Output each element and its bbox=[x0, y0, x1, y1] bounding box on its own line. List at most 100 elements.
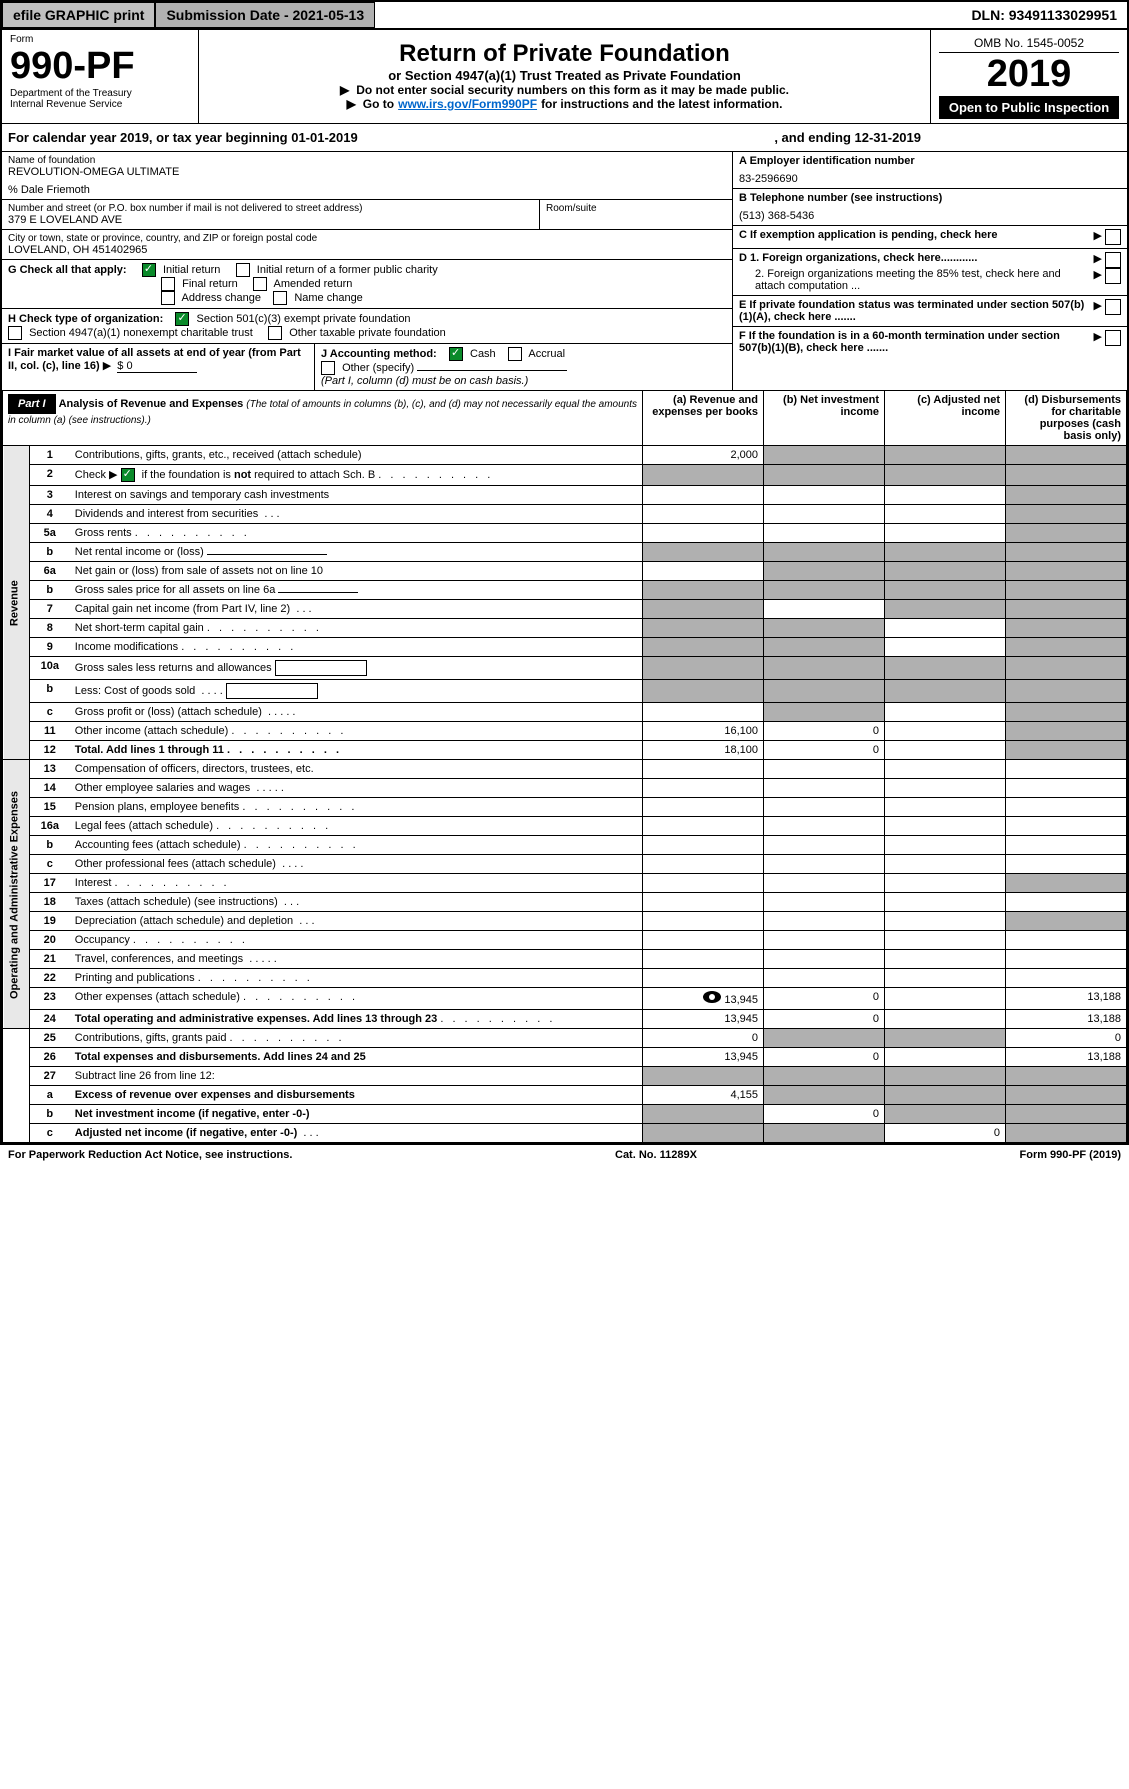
checkbox-address-change[interactable] bbox=[161, 291, 175, 305]
header-right: OMB No. 1545-0052 2019 Open to Public In… bbox=[931, 30, 1127, 123]
checkbox-60month-termination[interactable] bbox=[1105, 330, 1121, 346]
checkbox-initial-former[interactable] bbox=[236, 263, 250, 277]
part1-table: Part I Analysis of Revenue and Expenses … bbox=[2, 390, 1127, 1143]
checkbox-other-taxable[interactable] bbox=[268, 326, 282, 340]
table-row: 20Occupancy bbox=[3, 931, 1127, 950]
header-left: Form 990-PF Department of the Treasury I… bbox=[2, 30, 199, 123]
e-label: E If private foundation status was termi… bbox=[739, 299, 1094, 323]
line-27: Subtract line 26 from line 12: bbox=[70, 1067, 643, 1086]
form-number: 990-PF bbox=[10, 45, 190, 88]
col-d-header: (d) Disbursements for charitable purpose… bbox=[1006, 391, 1127, 446]
phone-value: (513) 368-5436 bbox=[739, 204, 1121, 222]
line-18: Taxes (attach schedule) (see instruction… bbox=[70, 893, 643, 912]
table-row: 3Interest on savings and temporary cash … bbox=[3, 486, 1127, 505]
val-27b: 0 bbox=[764, 1105, 885, 1124]
checkbox-501c3[interactable] bbox=[175, 312, 189, 326]
room-label: Room/suite bbox=[546, 203, 726, 214]
table-row: 23Other expenses (attach schedule) 13,94… bbox=[3, 988, 1127, 1010]
arrow-icon bbox=[1094, 268, 1105, 292]
arrow-icon bbox=[1094, 299, 1105, 323]
val-12b: 0 bbox=[764, 741, 885, 760]
table-row: 4Dividends and interest from securities … bbox=[3, 505, 1127, 524]
checkbox-foreign-org[interactable] bbox=[1105, 252, 1121, 268]
i-value: $ 0 bbox=[117, 360, 197, 373]
table-row: 15Pension plans, employee benefits bbox=[3, 798, 1127, 817]
line-24: Total operating and administrative expen… bbox=[70, 1010, 643, 1029]
attachment-icon[interactable] bbox=[703, 991, 721, 1003]
street-address: 379 E LOVELAND AVE bbox=[8, 214, 533, 226]
checkbox-85pct-test[interactable] bbox=[1105, 268, 1121, 284]
part1-header-row: Part I Analysis of Revenue and Expenses … bbox=[2, 390, 1127, 1143]
val-11b: 0 bbox=[764, 722, 885, 741]
line-16c: Other professional fees (attach schedule… bbox=[70, 855, 643, 874]
table-row: Revenue 1Contributions, gifts, grants, e… bbox=[3, 446, 1127, 465]
phone-label: B Telephone number (see instructions) bbox=[739, 192, 1121, 204]
omb-number: OMB No. 1545-0052 bbox=[939, 34, 1119, 53]
checkbox-4947[interactable] bbox=[8, 326, 22, 340]
val-11a: 16,100 bbox=[643, 722, 764, 741]
checkbox-name-change[interactable] bbox=[273, 291, 287, 305]
val-26b: 0 bbox=[764, 1048, 885, 1067]
checkbox-final-return[interactable] bbox=[161, 277, 175, 291]
checkbox-amended-return[interactable] bbox=[253, 277, 267, 291]
tax-year: 2019 bbox=[939, 53, 1119, 96]
part1-title-cell: Part I Analysis of Revenue and Expenses … bbox=[3, 391, 643, 446]
checkbox-other-method[interactable] bbox=[321, 361, 335, 375]
section-e: E If private foundation status was termi… bbox=[733, 296, 1127, 327]
top-bar: efile GRAPHIC print Submission Date - 20… bbox=[2, 2, 1127, 28]
part1-title: Analysis of Revenue and Expenses bbox=[59, 398, 244, 410]
instruction-2: Go to www.irs.gov/Form990PF for instruct… bbox=[207, 97, 922, 111]
h-4947: Section 4947(a)(1) nonexempt charitable … bbox=[29, 327, 253, 339]
val-25a: 0 bbox=[643, 1029, 764, 1048]
efile-badge: efile GRAPHIC print bbox=[2, 2, 155, 28]
foundation-name-block: Name of foundation REVOLUTION-OMEGA ULTI… bbox=[2, 152, 732, 200]
form-label: Form bbox=[10, 34, 190, 45]
form-link[interactable]: www.irs.gov/Form990PF bbox=[398, 97, 537, 111]
line-23: Other expenses (attach schedule) bbox=[70, 988, 643, 1010]
submission-date: Submission Date - 2021-05-13 bbox=[155, 2, 375, 28]
ein-value: 83-2596690 bbox=[739, 167, 1121, 185]
checkbox-initial-return[interactable] bbox=[142, 263, 156, 277]
val-26d: 13,188 bbox=[1006, 1048, 1127, 1067]
f-label: F If the foundation is in a 60-month ter… bbox=[739, 330, 1094, 354]
table-row: 9Income modifications bbox=[3, 638, 1127, 657]
ein-block: A Employer identification number 83-2596… bbox=[733, 152, 1127, 189]
checkbox-accrual[interactable] bbox=[508, 347, 522, 361]
table-row: cOther professional fees (attach schedul… bbox=[3, 855, 1127, 874]
line-22: Printing and publications bbox=[70, 969, 643, 988]
col-c-header: (c) Adjusted net income bbox=[885, 391, 1006, 446]
checkbox-status-terminated[interactable] bbox=[1105, 299, 1121, 315]
checkbox-sch-b[interactable] bbox=[121, 468, 135, 482]
g-label: G Check all that apply: bbox=[8, 264, 127, 276]
foundation-name: REVOLUTION-OMEGA ULTIMATE bbox=[8, 166, 726, 178]
instruction-1: Do not enter social security numbers on … bbox=[207, 83, 922, 97]
form-container: efile GRAPHIC print Submission Date - 20… bbox=[0, 0, 1129, 1145]
line-7: Capital gain net income (from Part IV, l… bbox=[70, 600, 643, 619]
line-5b: Net rental income or (loss) bbox=[70, 543, 643, 562]
city-label: City or town, state or province, country… bbox=[8, 233, 726, 244]
table-row: 27Subtract line 26 from line 12: bbox=[3, 1067, 1127, 1086]
section-h: H Check type of organization: Section 50… bbox=[2, 309, 732, 344]
line-5a: Gross rents bbox=[70, 524, 643, 543]
table-row: bNet rental income or (loss) bbox=[3, 543, 1127, 562]
section-c: C If exemption application is pending, c… bbox=[733, 226, 1127, 249]
line-4: Dividends and interest from securities .… bbox=[70, 505, 643, 524]
section-i: I Fair market value of all assets at end… bbox=[2, 344, 315, 390]
table-row: bLess: Cost of goods sold . . . . bbox=[3, 680, 1127, 703]
line-6a: Net gain or (loss) from sale of assets n… bbox=[70, 562, 643, 581]
val-1a: 2,000 bbox=[643, 446, 764, 465]
arrow-icon bbox=[103, 360, 114, 372]
header-center: Return of Private Foundation or Section … bbox=[199, 30, 931, 123]
table-row: 22Printing and publications bbox=[3, 969, 1127, 988]
g-address: Address change bbox=[182, 292, 262, 304]
dln-number: DLN: 93491133029951 bbox=[961, 3, 1127, 27]
g-amended: Amended return bbox=[274, 278, 353, 290]
line-19: Depreciation (attach schedule) and deple… bbox=[70, 912, 643, 931]
checkbox-cash[interactable] bbox=[449, 347, 463, 361]
checkbox-exemption-pending[interactable] bbox=[1105, 229, 1121, 245]
line-16a: Legal fees (attach schedule) bbox=[70, 817, 643, 836]
table-row: 5aGross rents bbox=[3, 524, 1127, 543]
val-27c: 0 bbox=[885, 1124, 1006, 1143]
revenue-side-label: Revenue bbox=[3, 446, 30, 760]
calendar-year-row: For calendar year 2019, or tax year begi… bbox=[2, 123, 1127, 151]
